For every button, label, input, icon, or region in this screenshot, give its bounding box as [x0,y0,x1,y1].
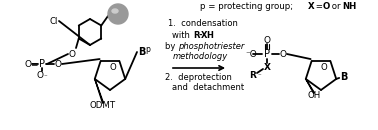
Text: ⁻: ⁻ [43,74,47,80]
Text: ⁻O: ⁻O [245,50,257,58]
Text: methodology: methodology [173,51,228,60]
Text: O: O [110,63,116,72]
Polygon shape [95,79,104,103]
Text: R: R [249,72,256,80]
Text: and  detachment: and detachment [172,83,244,93]
Text: -: - [198,31,201,40]
Text: by: by [165,41,178,50]
Text: B: B [340,72,348,82]
Text: B: B [138,47,146,57]
Text: X: X [201,31,208,40]
Text: P: P [39,59,45,69]
Text: O: O [323,2,330,11]
Text: P: P [264,49,270,59]
Text: OH: OH [307,92,321,100]
Text: 1.  condensation: 1. condensation [168,18,238,28]
Text: Cl: Cl [50,17,58,25]
Text: phosphotriester: phosphotriester [178,41,244,50]
Text: p = protecting group;: p = protecting group; [200,2,296,11]
Text: ODMT: ODMT [90,102,116,110]
Text: NH: NH [342,2,356,11]
Text: X: X [308,2,314,11]
Text: 2.  deprotection: 2. deprotection [165,73,232,83]
Text: p: p [145,44,150,54]
Text: ⁻: ⁻ [257,73,261,79]
Text: H: H [206,31,213,40]
Text: O: O [279,50,287,58]
Text: X: X [263,63,271,72]
Text: with: with [172,31,192,40]
Text: O: O [37,70,43,80]
Text: O: O [321,63,327,72]
Text: =: = [313,2,326,11]
Text: O: O [54,60,62,69]
Ellipse shape [112,9,118,13]
Text: or: or [329,2,343,11]
Circle shape [108,4,128,24]
Text: O: O [68,50,76,58]
Text: O: O [263,35,271,44]
Text: O=: O= [24,60,39,69]
Text: R: R [193,31,200,40]
Polygon shape [306,79,314,93]
